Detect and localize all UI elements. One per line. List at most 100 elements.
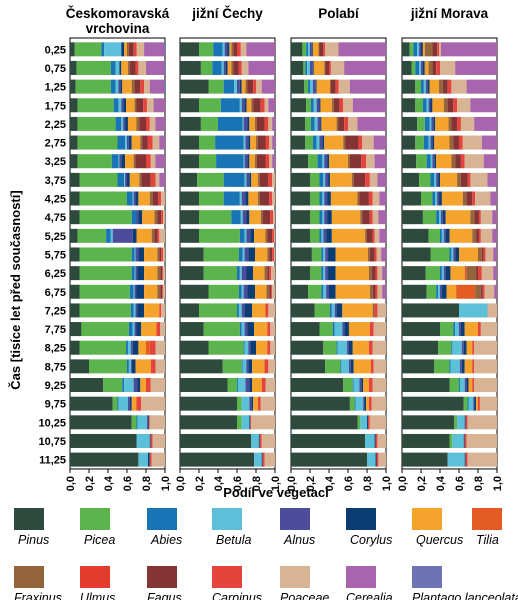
- bar-segment-alnus: [431, 116, 434, 131]
- bar-segment-tilia: [456, 284, 476, 299]
- bar-segment-picea: [302, 42, 307, 57]
- bar-segment-fraxinus: [466, 266, 477, 281]
- bar-segment-alnus: [326, 284, 329, 299]
- bar-segment-betula: [234, 79, 237, 94]
- legend-item-cerealia: Cerealia: [346, 566, 393, 600]
- bar-segment-quercus: [136, 228, 152, 243]
- bar-segment-pinus: [70, 340, 80, 355]
- bar-segment-corylus: [326, 228, 332, 243]
- bar-segment-quercus: [229, 42, 232, 57]
- bar-segment-pinus: [291, 154, 309, 169]
- bar-segment-poaceae: [272, 172, 275, 187]
- bar-segment-abies: [223, 172, 245, 187]
- bar-segment-quercus: [254, 322, 268, 337]
- bar-segment-picea: [303, 60, 306, 75]
- bar-segment-quercus: [125, 154, 134, 169]
- bar-segment-quercus: [424, 60, 429, 75]
- bar-segment-picea: [311, 247, 322, 262]
- bar-segment-picea: [430, 247, 450, 262]
- bar-segment-carpinus: [272, 228, 275, 243]
- bar-segment-cerealia: [159, 135, 165, 150]
- bar-segment-betula: [138, 452, 148, 467]
- bar-segment-fraxinus: [251, 98, 254, 113]
- bar-segment-carpinus: [150, 359, 156, 374]
- bar-segment-alnus: [136, 210, 139, 225]
- bar-segment-corylus: [138, 210, 143, 225]
- legend-swatch: [80, 566, 110, 588]
- bar-segment-corylus: [149, 433, 151, 448]
- bar-segment-carpinus: [472, 378, 475, 393]
- bar-segment-abies: [127, 359, 129, 374]
- bar-segment-quercus: [126, 98, 135, 113]
- bar-segment-quercus: [330, 191, 358, 206]
- bar-segment-cerealia: [153, 98, 165, 113]
- bar-segment-abies: [129, 284, 134, 299]
- bar-segment-poaceae: [149, 116, 156, 131]
- bar-segment-alnus: [325, 266, 329, 281]
- bar-segment-poaceae: [163, 284, 165, 299]
- bar-segment-abies: [332, 322, 335, 337]
- bar-segment-fraxinus: [365, 228, 367, 243]
- bar-segment-fagus: [447, 98, 454, 113]
- bar-segment-alnus: [246, 228, 251, 243]
- bar-segment-fagus: [134, 79, 141, 94]
- bar-segment-pinus: [70, 284, 80, 299]
- bar-segment-abies: [319, 228, 322, 243]
- y-tick-label: 8,25: [45, 343, 66, 355]
- bar-segment-cerealia: [272, 135, 275, 150]
- x-axis-label: Podíl ve vegetaci: [223, 485, 329, 500]
- legend-label: Tilia: [476, 533, 499, 547]
- bar-segment-picea: [463, 396, 468, 411]
- bar-segment-pinus: [402, 396, 464, 411]
- bar-segment-alnus: [464, 378, 467, 393]
- bar-segment-pinus: [402, 79, 416, 94]
- bar-segment-corylus: [121, 154, 126, 169]
- bar-segment-betula: [125, 135, 127, 150]
- bar-segment-cerealia: [155, 154, 165, 169]
- bar-segment-quercus: [227, 60, 232, 75]
- bar-segment-poaceae: [325, 42, 339, 57]
- y-tick-label: 2,25: [45, 119, 66, 131]
- bar-segment-poaceae: [462, 135, 482, 150]
- bar-segment-quercus: [138, 191, 150, 206]
- bar-segment-abies: [422, 98, 427, 113]
- bar-segment-pinus: [291, 303, 315, 318]
- panel-title-line: jižní Morava: [410, 6, 489, 21]
- bar-segment-picea: [197, 172, 224, 187]
- bar-segment-abies: [310, 98, 314, 113]
- bar-segment-abies: [319, 172, 324, 187]
- bar-segment-picea: [310, 172, 320, 187]
- bar-segment-plantago-lanceolata: [164, 79, 165, 94]
- bar-segment-poaceae: [376, 247, 382, 262]
- bar-segment-betula: [417, 42, 420, 57]
- bar-segment-pinus: [291, 433, 366, 448]
- bar-segment-alnus: [316, 98, 320, 113]
- bar-segment-fraxinus: [318, 42, 320, 57]
- bar-segment-corylus: [327, 191, 331, 206]
- bar-segment-carpinus: [465, 452, 468, 467]
- x-tick-label: 0,2: [84, 476, 96, 491]
- bar-segment-poaceae: [155, 340, 165, 355]
- bar-segment-alnus: [430, 135, 433, 150]
- bar-segment-betula: [322, 210, 325, 225]
- bar-segment-corylus: [441, 284, 447, 299]
- bar-segment-carpinus: [259, 433, 262, 448]
- bar-segment-cerealia: [474, 116, 497, 131]
- bar-segment-betula: [241, 415, 250, 430]
- bar-segment-corylus: [430, 98, 433, 113]
- bar-segment-fraxinus: [231, 42, 234, 57]
- x-tick-label: 0,8: [141, 476, 153, 491]
- bar-segment-corylus: [344, 322, 349, 337]
- bar-segment-fagus: [128, 42, 134, 57]
- bar-segment-betula: [118, 396, 128, 411]
- panel-2: jižní Čechy: [179, 6, 276, 473]
- bar-segment-alnus: [437, 191, 440, 206]
- bar-segment-alnus: [342, 322, 345, 337]
- bar-segment-alnus: [244, 154, 248, 169]
- bar-segment-quercus: [468, 378, 473, 393]
- bar-segment-corylus: [460, 322, 465, 337]
- bar-segment-picea: [208, 340, 244, 355]
- panel-title-line: Českomoravská: [66, 6, 170, 21]
- legend-item-corylus: Corylus: [346, 508, 392, 547]
- bar-segment-poaceae: [138, 60, 146, 75]
